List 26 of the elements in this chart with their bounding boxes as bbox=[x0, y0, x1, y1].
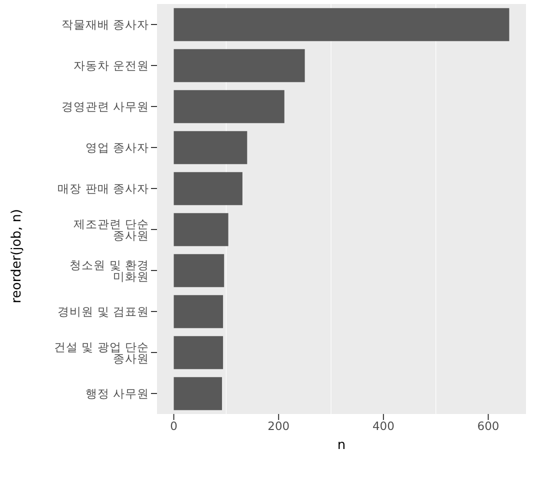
bar bbox=[174, 131, 248, 164]
bar bbox=[174, 49, 305, 82]
x-tick-label: 400 bbox=[372, 419, 394, 434]
x-tick-label: 600 bbox=[477, 419, 500, 434]
y-tick-label: 제조관련 단순 종사원 bbox=[73, 216, 149, 242]
y-tick-label: 작물재배 종사자 bbox=[61, 18, 149, 32]
x-axis-title: n bbox=[337, 438, 346, 454]
y-tick-label: 매장 판매 종사자 bbox=[58, 182, 149, 196]
bar bbox=[174, 8, 510, 42]
bar bbox=[174, 90, 284, 124]
y-tick-label: 청소원 및 환경 미화원 bbox=[70, 258, 149, 284]
bar bbox=[174, 336, 224, 370]
y-axis-title: reorder(job, n) bbox=[10, 209, 25, 304]
y-tick-label: 경비원 및 검표원 bbox=[58, 304, 149, 319]
y-tick-label: 영업 종사자 bbox=[85, 140, 149, 155]
bar bbox=[174, 254, 224, 288]
bar bbox=[174, 377, 222, 410]
y-tick-label: 경영관련 사무원 bbox=[61, 100, 149, 114]
y-tick-label: 행정 사무원 bbox=[85, 386, 149, 401]
x-tick-label: 200 bbox=[268, 419, 290, 434]
bar bbox=[174, 172, 242, 206]
y-tick-label: 건설 및 광업 단순 종사원 bbox=[54, 340, 149, 366]
bar bbox=[174, 295, 224, 328]
bar bbox=[174, 213, 228, 246]
y-tick-label: 자동차 운전원 bbox=[73, 58, 149, 73]
x-tick-label: 0 bbox=[170, 419, 178, 434]
